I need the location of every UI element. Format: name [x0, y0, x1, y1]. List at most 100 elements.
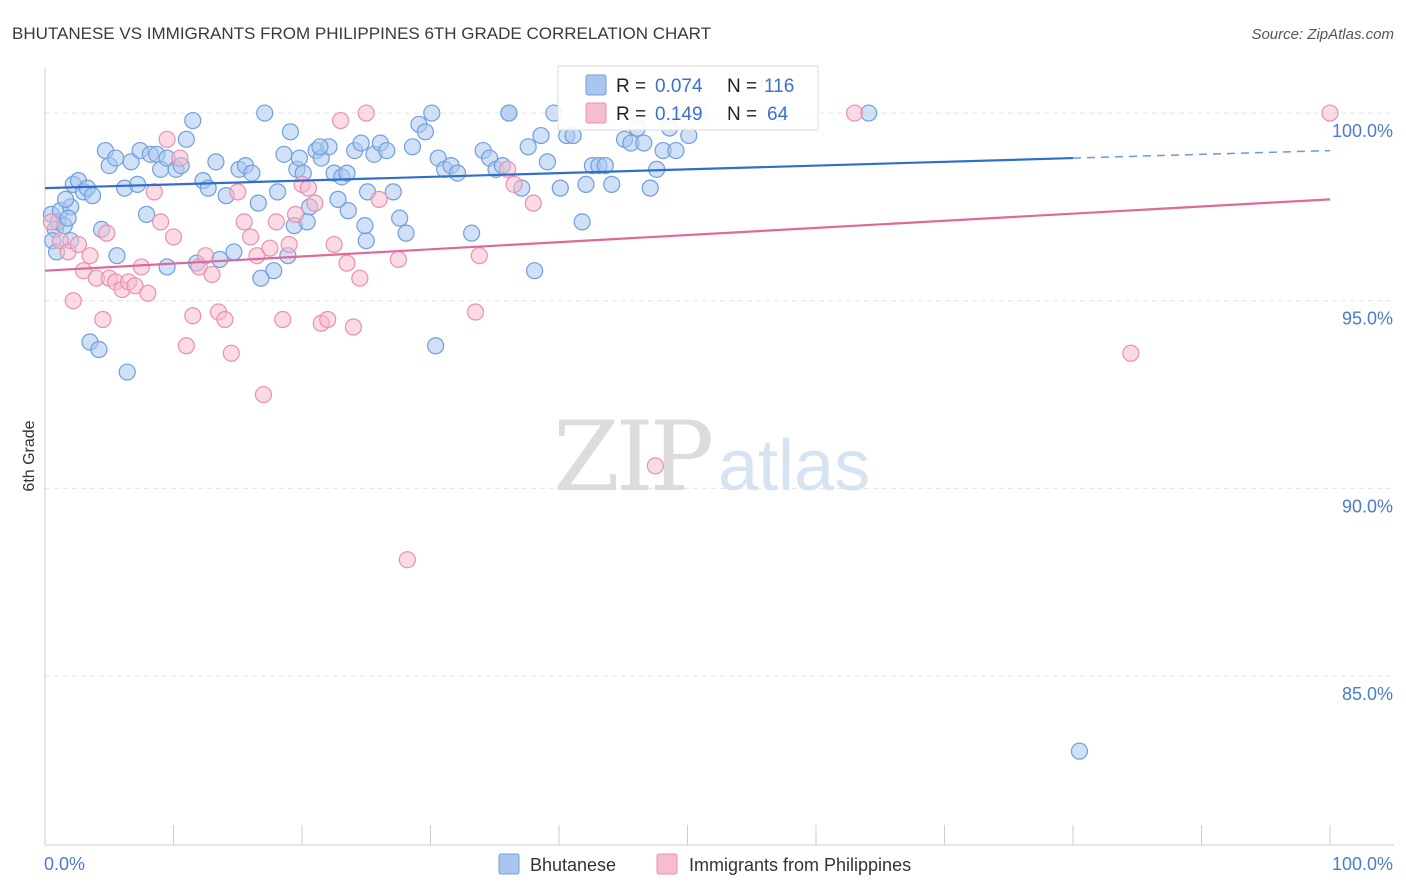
- point-philippines: [261, 239, 279, 257]
- stats-r-value-pink: 0.149: [655, 104, 703, 125]
- stats-n-label-pink: N =: [727, 104, 757, 125]
- point-bhutanese: [378, 141, 396, 160]
- point-bhutanese: [59, 209, 77, 227]
- point-philippines: [319, 310, 337, 329]
- bottom-legend: Bhutanese Immigrants from Philippines: [498, 853, 911, 875]
- point-philippines: [126, 277, 144, 295]
- point-bhutanese: [207, 153, 225, 171]
- point-bhutanese: [525, 262, 544, 280]
- point-bhutanese: [1070, 742, 1089, 760]
- point-bhutanese: [573, 213, 591, 231]
- point-philippines: [132, 258, 150, 276]
- point-bhutanese: [463, 224, 481, 242]
- point-bhutanese: [90, 340, 108, 359]
- y-axis-label: 6th Grade: [21, 420, 38, 491]
- point-bhutanese: [577, 175, 595, 193]
- point-philippines: [274, 310, 292, 329]
- point-bhutanese: [265, 262, 283, 280]
- point-philippines: [42, 213, 61, 231]
- point-philippines: [229, 183, 247, 201]
- point-bhutanese: [275, 145, 293, 163]
- point-bhutanese: [352, 134, 370, 152]
- trend-line-bhutanese: [44, 156, 1074, 190]
- point-bhutanese: [423, 104, 441, 122]
- y-tick-label: 85.0%: [1342, 684, 1393, 704]
- point-philippines: [646, 457, 664, 475]
- point-philippines: [203, 265, 221, 284]
- point-philippines: [254, 385, 273, 404]
- point-bhutanese: [551, 179, 569, 197]
- point-bhutanese: [108, 247, 126, 265]
- y-tick-label: 95.0%: [1342, 309, 1393, 329]
- point-bhutanese: [635, 134, 653, 152]
- stats-r-label-blue: R =: [616, 76, 646, 97]
- point-bhutanese: [538, 153, 557, 171]
- trend-line-bhutanese-extension: [1072, 149, 1331, 159]
- point-philippines: [145, 183, 163, 201]
- point-philippines: [389, 250, 407, 269]
- point-bhutanese: [184, 111, 202, 130]
- point-bhutanese: [667, 141, 685, 160]
- point-bhutanese: [137, 205, 156, 223]
- point-philippines: [81, 247, 99, 265]
- point-philippines: [64, 292, 82, 310]
- point-philippines: [280, 235, 298, 254]
- point-bhutanese: [177, 130, 195, 148]
- point-bhutanese: [532, 126, 550, 145]
- point-bhutanese: [329, 190, 347, 208]
- point-philippines: [69, 235, 88, 254]
- point-philippines: [1122, 344, 1140, 362]
- watermark-atlas: atlas: [718, 426, 870, 506]
- point-philippines: [184, 307, 202, 325]
- stats-swatch-pink: [585, 102, 607, 124]
- point-bhutanese: [427, 337, 445, 355]
- stats-legend: R = 0.074 N = 116 R = 0.149 N = 64: [557, 65, 819, 131]
- point-philippines: [1321, 104, 1339, 122]
- point-bhutanese: [107, 149, 125, 167]
- point-philippines: [357, 104, 375, 122]
- point-bhutanese: [641, 179, 659, 197]
- point-philippines: [370, 190, 388, 208]
- point-bhutanese: [225, 243, 243, 261]
- point-bhutanese: [311, 138, 329, 156]
- point-philippines: [267, 213, 285, 231]
- chart-title: BHUTANESE VS IMMIGRANTS FROM PHILIPPINES…: [12, 24, 711, 43]
- point-philippines: [845, 104, 864, 122]
- gridlines: [45, 112, 1394, 677]
- stats-n-value-blue: 116: [764, 76, 794, 97]
- y-tick-label: 90.0%: [1342, 496, 1393, 516]
- point-philippines: [98, 224, 116, 242]
- point-philippines: [325, 235, 343, 254]
- point-philippines: [216, 310, 234, 329]
- point-bhutanese: [448, 164, 467, 182]
- stats-n-value-pink: 64: [767, 104, 789, 125]
- legend-label-philippines: Immigrants from Philippines: [689, 855, 911, 875]
- point-philippines: [398, 551, 416, 569]
- point-bhutanese: [356, 217, 374, 235]
- point-bhutanese: [83, 187, 102, 205]
- point-philippines: [299, 179, 318, 197]
- point-bhutanese: [211, 250, 229, 269]
- point-philippines: [344, 318, 362, 336]
- legend-swatch-philippines: [656, 853, 678, 875]
- point-philippines: [164, 228, 183, 246]
- point-philippines: [235, 213, 253, 231]
- point-bhutanese: [118, 363, 136, 381]
- point-philippines: [505, 175, 523, 193]
- stats-swatch-blue: [585, 74, 607, 96]
- legend-label-bhutanese: Bhutanese: [530, 855, 616, 875]
- point-philippines: [331, 111, 350, 130]
- chart-source: Source: ZipAtlas.com: [1251, 26, 1394, 43]
- point-bhutanese: [384, 183, 402, 201]
- point-philippines: [524, 194, 542, 212]
- point-bhutanese: [519, 138, 537, 156]
- point-bhutanese: [500, 104, 518, 122]
- point-bhutanese: [249, 194, 267, 212]
- point-philippines: [306, 194, 324, 212]
- trend-lines: [44, 149, 1331, 272]
- point-bhutanese: [357, 232, 375, 250]
- point-bhutanese: [403, 138, 422, 156]
- point-bhutanese: [338, 164, 356, 182]
- point-bhutanese: [122, 153, 140, 171]
